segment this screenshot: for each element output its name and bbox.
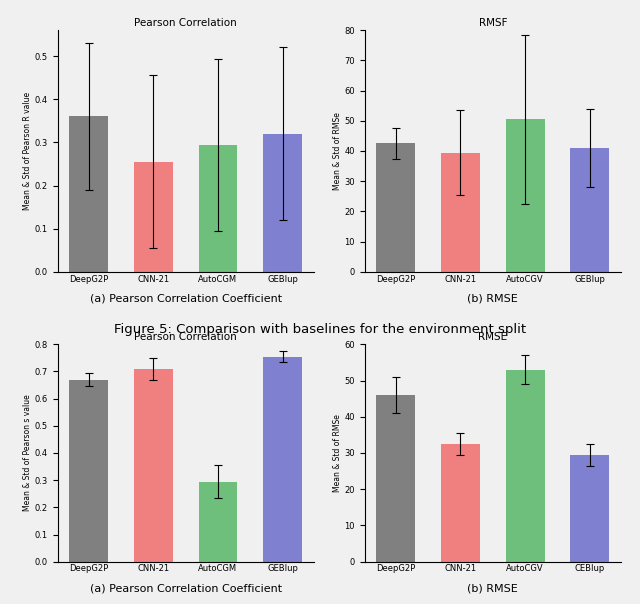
Bar <box>134 162 173 272</box>
Bar <box>441 152 480 272</box>
Y-axis label: Mean & Std of RMSe: Mean & Std of RMSe <box>333 112 342 190</box>
Bar <box>263 133 302 272</box>
Bar <box>134 368 173 562</box>
Bar <box>69 117 108 272</box>
Title: RMSE: RMSE <box>478 332 508 342</box>
Bar <box>376 395 415 562</box>
Bar <box>198 145 237 272</box>
Y-axis label: Mean & Std of RMSe: Mean & Std of RMSe <box>333 414 342 492</box>
Title: RMSF: RMSF <box>479 18 507 28</box>
Title: Pearson Correlation: Pearson Correlation <box>134 18 237 28</box>
Bar <box>506 370 545 562</box>
Bar <box>441 444 480 562</box>
Text: (b) RMSE: (b) RMSE <box>467 294 518 304</box>
Text: (a) Pearson Correlation Coefficient: (a) Pearson Correlation Coefficient <box>90 584 282 594</box>
Bar <box>506 119 545 272</box>
Bar <box>69 380 108 562</box>
Bar <box>570 455 609 562</box>
Bar <box>570 148 609 272</box>
Y-axis label: Mean & Std of Pearson R value: Mean & Std of Pearson R value <box>23 92 32 210</box>
Y-axis label: Mean & Std of Pearson s value: Mean & Std of Pearson s value <box>23 394 32 512</box>
Bar <box>263 356 302 562</box>
Bar <box>376 143 415 272</box>
Text: (b) RMSE: (b) RMSE <box>467 584 518 594</box>
Title: Pearson Correlation: Pearson Correlation <box>134 332 237 342</box>
Text: (a) Pearson Correlation Coefficient: (a) Pearson Correlation Coefficient <box>90 294 282 304</box>
Text: Figure 5: Comparison with baselines for the environment split: Figure 5: Comparison with baselines for … <box>114 323 526 336</box>
Bar <box>198 481 237 562</box>
